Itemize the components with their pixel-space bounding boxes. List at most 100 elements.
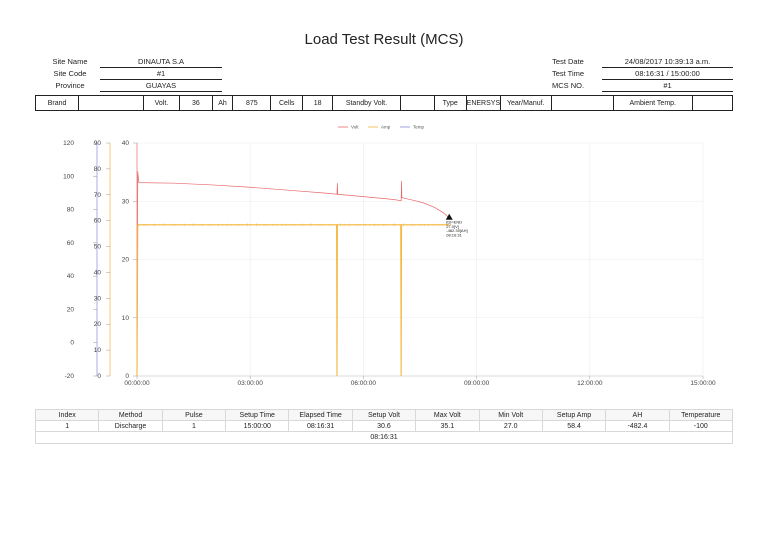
temp-tick: -20 — [65, 373, 75, 380]
amp-tick: 30 — [94, 295, 102, 302]
type-label: Type — [433, 95, 467, 111]
site-name-value: DINAUTA S.A — [100, 56, 222, 68]
ah-label: Ah — [211, 95, 234, 111]
summary-elapsed-time: 08:16:31 — [35, 431, 733, 444]
amp-tick: 40 — [94, 269, 102, 276]
series-volt — [136, 171, 450, 377]
volt-tick: 40 — [122, 140, 130, 147]
test-date-value: 24/08/2017 10:39:13 a.m. — [602, 56, 733, 68]
province-label: Province — [55, 81, 85, 90]
province-value: GUAYAS — [100, 80, 222, 92]
series-amp — [136, 224, 450, 377]
column-header: Min Volt — [478, 409, 543, 421]
table-cell: 27.0 — [478, 420, 543, 432]
mcs-no-label: MCS NO. — [551, 81, 585, 90]
column-header: Temperature — [668, 409, 734, 421]
standby-volt-value — [399, 95, 435, 111]
amp-tick: 50 — [94, 244, 102, 251]
amp-tick: 0 — [97, 373, 101, 380]
test-time-value: 08:16:31 / 15:00:00 — [602, 68, 733, 80]
ambient-temp-value — [691, 95, 734, 111]
table-cell: -100 — [668, 420, 734, 432]
temp-tick: 20 — [67, 306, 75, 313]
results-table: Index Method Pulse Setup Time Elapsed Time Se… — [34, 409, 734, 444]
table-cell: 58.4 — [541, 420, 607, 432]
page-title: Load Test Result (MCS) — [304, 31, 464, 48]
site-name-label: Site Name — [52, 57, 88, 66]
chart-series — [136, 171, 450, 377]
table-cell: -482.4 — [605, 420, 670, 432]
amp-tick: 60 — [94, 218, 102, 225]
temp-tick: 40 — [67, 273, 75, 280]
brand-value — [78, 95, 144, 111]
column-header: Setup Amp — [541, 409, 607, 421]
site-code-label: Site Code — [53, 69, 87, 78]
table-cell: 35.1 — [415, 420, 480, 432]
test-date-label: Test Date — [552, 57, 584, 66]
column-header: AH — [605, 409, 670, 421]
volt-tick: 0 — [125, 373, 129, 380]
table-row: 1 Discharge 1 15:00:00 08:16:31 30.6 35.1 27.0 5… — [34, 420, 734, 432]
table-cell: 15:00:00 — [225, 420, 290, 432]
mcs-no-value: #1 — [602, 80, 733, 92]
chart-legend: Volt Amp Temp — [338, 125, 425, 130]
cells-value: 18 — [302, 95, 334, 111]
annotation-line: [D]=END — [446, 220, 462, 225]
year-manuf-value — [550, 95, 614, 111]
volt-label: Volt. — [142, 95, 180, 111]
chart-axes: -20 0 20 40 60 80 100 120 0 10 20 30 40 50 60 70 80 90 0 10… — [63, 140, 716, 387]
ah-value: 875 — [232, 95, 272, 111]
annotation-line: 27.0[V] — [446, 224, 459, 229]
amp-tick: 20 — [94, 321, 102, 328]
table-cell: 08:16:31 — [288, 420, 353, 432]
brand-label: Brand — [34, 95, 80, 111]
x-tick: 06:00:00 — [351, 380, 377, 387]
x-tick: 09:00:00 — [464, 380, 490, 387]
end-marker-icon — [445, 213, 453, 220]
x-tick: 00:00:00 — [124, 380, 150, 387]
results-body: 1 Discharge 1 15:00:00 08:16:31 30.6 35.1 27.0 5… — [34, 420, 734, 444]
volt-tick: 10 — [122, 315, 130, 322]
temp-tick: 0 — [70, 340, 74, 347]
summary-row: 08:16:31 — [35, 431, 733, 444]
temp-tick: 100 — [63, 173, 74, 180]
x-tick: 15:00:00 — [690, 380, 716, 387]
column-header: Pulse — [161, 409, 227, 421]
table-cell: 1 — [34, 420, 100, 432]
volt-tick: 30 — [122, 198, 130, 205]
table-cell: 1 — [161, 420, 227, 432]
column-header: Elapsed Time — [288, 409, 353, 421]
annotation-line: -482.39[AH] — [446, 228, 467, 233]
cells-label: Cells — [270, 95, 304, 111]
temp-tick: 60 — [67, 240, 75, 247]
type-value: ENERSYS — [465, 95, 501, 111]
battery-spec-table: Brand Volt. 36 Ah 875 Cells 18 Standby V… — [34, 95, 734, 111]
column-header: Method — [98, 409, 163, 421]
column-header: Setup Volt — [351, 409, 417, 421]
column-header: Max Volt — [415, 409, 480, 421]
amp-tick: 90 — [94, 140, 102, 147]
year-manuf-label: Year/Manuf. — [499, 95, 552, 111]
annotation-line: 08:16:31 — [446, 232, 462, 237]
legend-label-temp: Temp — [413, 125, 425, 130]
legend-label-volt: Volt — [351, 125, 359, 130]
temp-tick: 120 — [63, 140, 74, 147]
legend-label-amp: Amp — [381, 125, 391, 130]
site-code-value: #1 — [100, 68, 222, 80]
test-time-label: Test Time — [551, 69, 585, 78]
x-tick: 03:00:00 — [238, 380, 264, 387]
ambient-temp-label: Ambient Temp. — [612, 95, 693, 111]
volt-tick: 20 — [122, 257, 130, 264]
amp-tick: 70 — [94, 192, 102, 199]
x-tick: 12:00:00 — [577, 380, 603, 387]
table-cell: Discharge — [98, 420, 163, 432]
volt-value: 36 — [178, 95, 213, 111]
column-header: Index — [34, 409, 100, 421]
standby-volt-label: Standby Volt. — [332, 95, 401, 111]
temp-tick: 80 — [67, 207, 75, 214]
amp-tick: 10 — [94, 347, 102, 354]
amp-tick: 80 — [94, 166, 102, 173]
chart-grid — [137, 142, 704, 377]
table-cell: 30.6 — [351, 420, 417, 432]
